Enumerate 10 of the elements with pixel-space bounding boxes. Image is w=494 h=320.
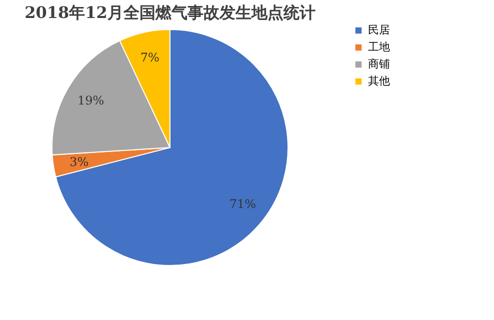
data-label: 3%: [70, 154, 89, 169]
legend-label: 民居: [368, 24, 390, 36]
legend-label: 商铺: [368, 58, 390, 70]
data-label: 7%: [140, 50, 160, 65]
data-label: 19%: [77, 94, 104, 108]
legend-label: 工地: [368, 40, 390, 54]
legend-label: 其他: [368, 74, 390, 88]
chart-title: 2018年12月全国燃气事故发生地点统计: [24, 3, 316, 22]
data-label: 71%: [229, 196, 256, 211]
pie-slice: [55, 29, 288, 266]
